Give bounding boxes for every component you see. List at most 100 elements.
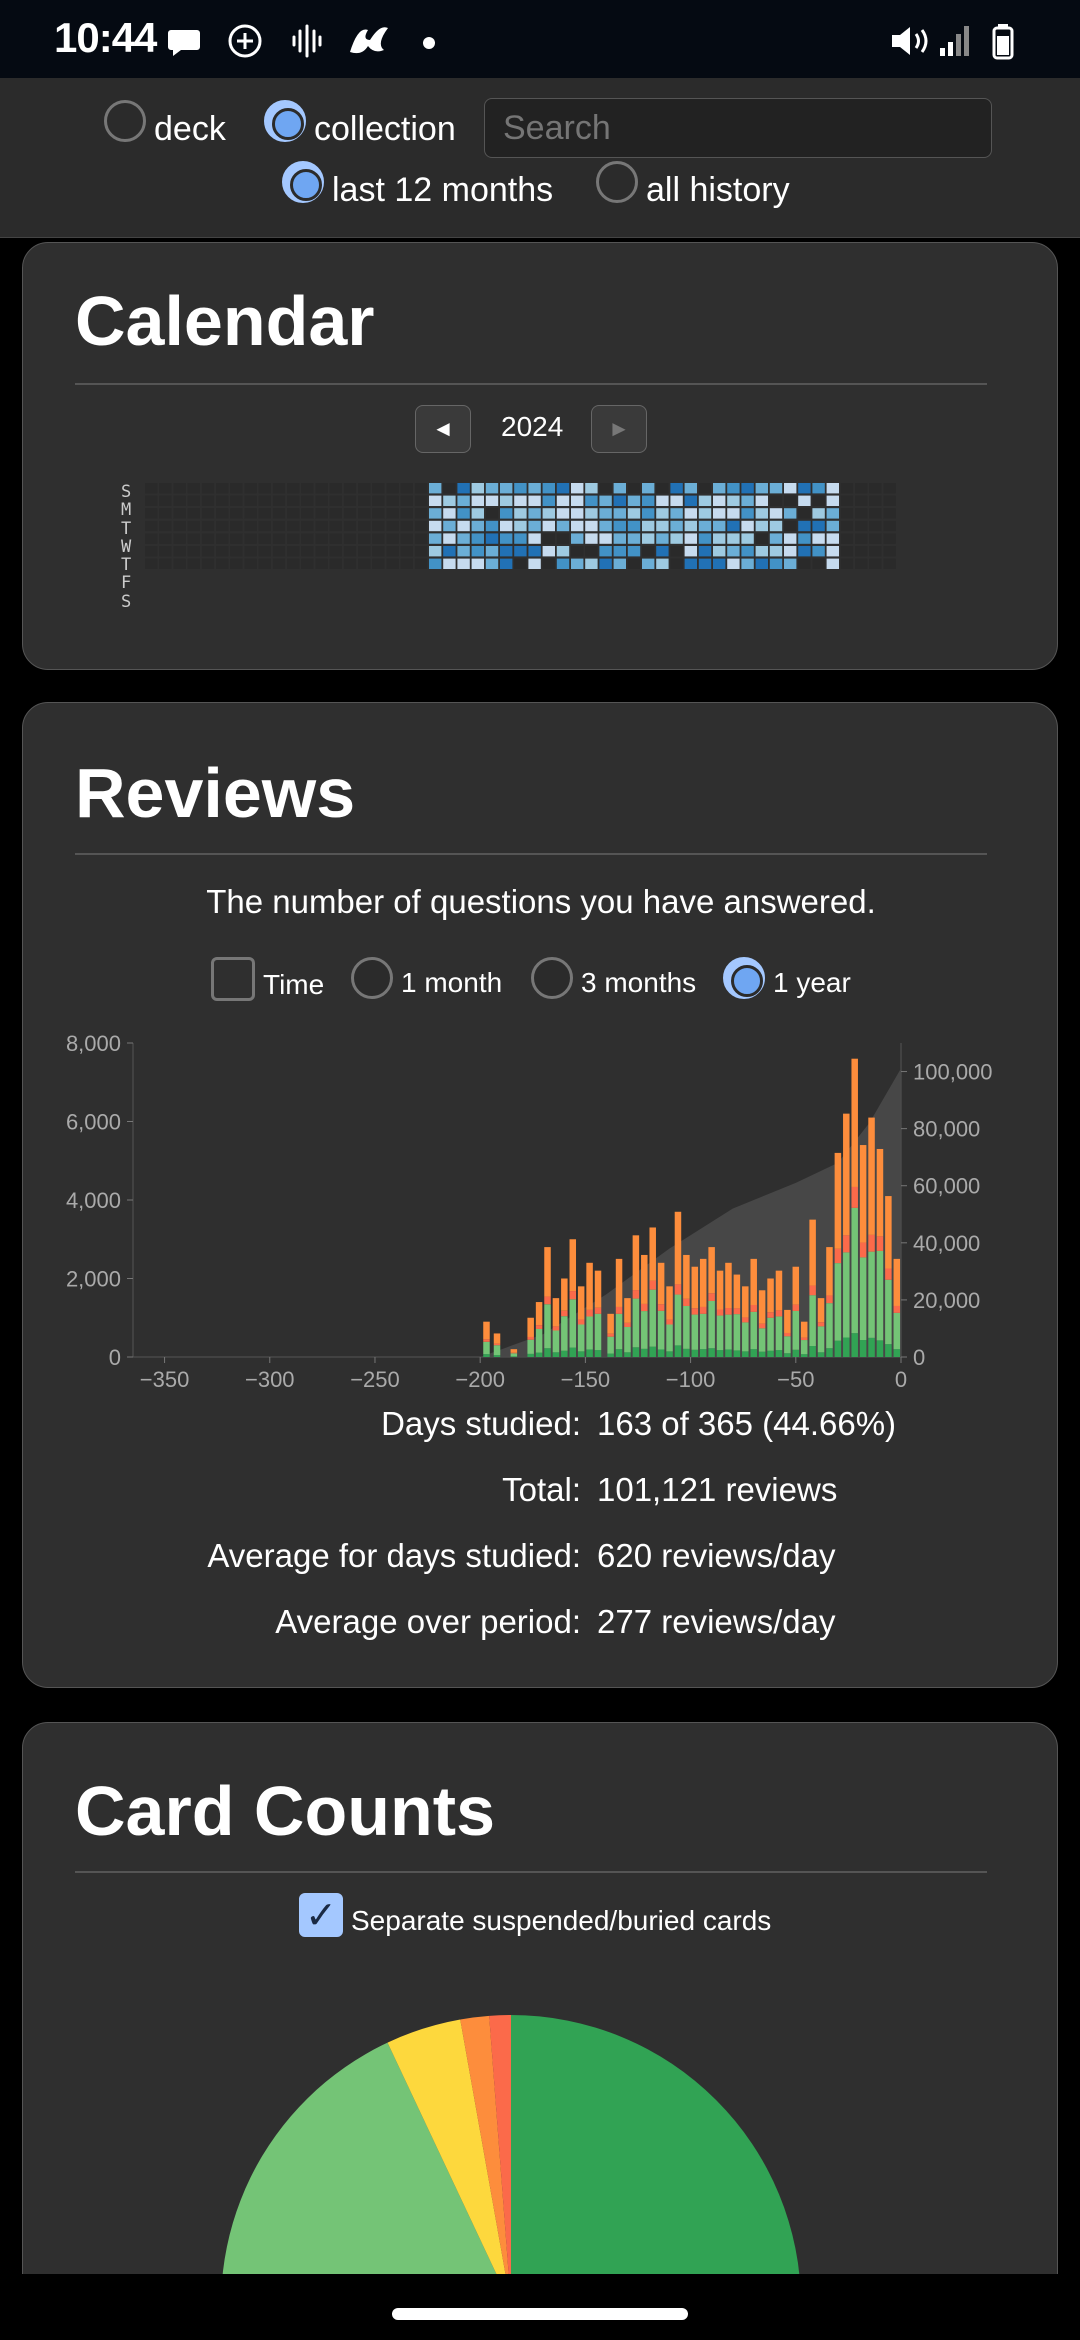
home-gesture-pill[interactable] bbox=[392, 2308, 688, 2320]
calendar-day-cell bbox=[457, 483, 470, 494]
period-1-year-radio[interactable]: 1 year bbox=[723, 957, 851, 999]
calendar-day-cell bbox=[883, 508, 896, 519]
calendar-day-cell bbox=[258, 520, 271, 532]
calendar-day-cell bbox=[187, 533, 200, 544]
calendar-day-cell bbox=[528, 483, 541, 494]
calendar-heatmap bbox=[145, 483, 896, 569]
calendar-day-cell bbox=[798, 508, 811, 519]
calendar-day-cell bbox=[272, 520, 286, 532]
calendar-day-cell bbox=[698, 520, 712, 532]
period-1-month-radio[interactable]: 1 month bbox=[351, 957, 502, 999]
checkbox-box[interactable]: ✓ bbox=[299, 1893, 343, 1937]
calendar-day-cell bbox=[656, 546, 669, 557]
calendar-day-cell bbox=[840, 546, 854, 557]
calendar-day-cell bbox=[244, 508, 257, 519]
bar-mature bbox=[632, 1347, 640, 1357]
bar-mature bbox=[594, 1350, 602, 1357]
calendar-day-cell bbox=[883, 558, 896, 569]
bar-mature bbox=[615, 1349, 623, 1357]
bar-mature bbox=[708, 1348, 715, 1357]
time-checkbox[interactable]: Time bbox=[211, 957, 324, 1001]
day-label: T bbox=[121, 555, 132, 576]
calendar-day-cell bbox=[826, 483, 839, 494]
calendar-day-cell bbox=[784, 483, 797, 494]
bar-young bbox=[809, 1295, 816, 1347]
calendar-day-cell bbox=[585, 495, 598, 506]
bar-relearn bbox=[493, 1343, 501, 1346]
calendar-day-cell bbox=[216, 483, 229, 494]
bar-young bbox=[594, 1313, 602, 1351]
range-all-history-radio[interactable]: all history bbox=[596, 160, 790, 210]
bar-learn bbox=[535, 1302, 543, 1326]
radio-indicator[interactable] bbox=[104, 99, 146, 142]
calendar-day-cell bbox=[684, 495, 697, 506]
bar-learn bbox=[876, 1148, 884, 1237]
calendar-day-cell bbox=[784, 558, 797, 569]
calendar-day-cell bbox=[869, 483, 882, 494]
calendar-day-cell bbox=[358, 533, 371, 544]
bar-learn bbox=[527, 1317, 534, 1337]
radio-indicator[interactable] bbox=[282, 160, 324, 203]
checkbox-box[interactable] bbox=[211, 957, 255, 1001]
scope-collection-radio[interactable]: collection bbox=[264, 99, 456, 149]
calendar-day-cell bbox=[727, 520, 740, 532]
calendar-day-cell bbox=[244, 558, 257, 569]
calendar-day-cell bbox=[400, 533, 413, 544]
bar-mature bbox=[817, 1352, 825, 1357]
calendar-day-cell bbox=[471, 546, 484, 557]
stat-value: 163 of 365 (44.66%) bbox=[597, 1405, 897, 1442]
bar-relearn bbox=[775, 1310, 783, 1317]
stat-label: Average over period: bbox=[275, 1603, 581, 1640]
calendar-day-cell bbox=[329, 495, 342, 506]
calendar-day-cell bbox=[485, 558, 499, 569]
calendar-day-cell bbox=[713, 558, 726, 569]
bar-mature bbox=[851, 1333, 858, 1357]
calendar-day-cell bbox=[741, 558, 754, 569]
bar-young bbox=[641, 1311, 648, 1349]
bar-learn bbox=[510, 1349, 518, 1353]
radio-indicator[interactable] bbox=[596, 160, 638, 203]
calendar-day-cell bbox=[613, 558, 626, 569]
calendar-day-cell bbox=[500, 520, 513, 532]
bar-relearn bbox=[666, 1319, 673, 1325]
next-year-button[interactable]: ► bbox=[591, 405, 647, 453]
bar-young bbox=[493, 1345, 501, 1356]
bar-mature bbox=[527, 1353, 534, 1357]
calendar-day-cell bbox=[840, 495, 854, 506]
bar-mature bbox=[868, 1337, 875, 1357]
period-3-months-radio[interactable]: 3 months bbox=[531, 957, 696, 999]
separate-suspended-checkbox[interactable]: ✓ Separate suspended/buried cards bbox=[299, 1893, 771, 1937]
calendar-day-cell bbox=[784, 546, 797, 557]
bar-relearn bbox=[800, 1337, 808, 1341]
sound-wave-icon bbox=[288, 22, 326, 60]
bar-learn bbox=[750, 1258, 757, 1305]
bar-young bbox=[851, 1207, 858, 1334]
bar-young bbox=[561, 1316, 568, 1351]
prev-year-button[interactable]: ◄ bbox=[415, 405, 471, 453]
calendar-day-cell bbox=[599, 483, 612, 494]
calendar-day-cell bbox=[755, 508, 768, 519]
calendar-day-cell bbox=[769, 483, 783, 494]
calendar-day-cell bbox=[642, 533, 655, 544]
radio-indicator[interactable] bbox=[723, 957, 765, 999]
scope-deck-radio[interactable]: deck bbox=[104, 99, 226, 149]
calendar-day-cell bbox=[869, 495, 882, 506]
radio-indicator[interactable] bbox=[531, 957, 573, 999]
calendar-day-cell bbox=[400, 483, 413, 494]
bar-young bbox=[742, 1322, 749, 1352]
search-input[interactable] bbox=[484, 98, 992, 158]
calendar-day-cell bbox=[855, 546, 868, 557]
radio-indicator[interactable] bbox=[264, 99, 306, 142]
calendar-day-cell bbox=[145, 495, 158, 506]
radio-indicator[interactable] bbox=[351, 957, 393, 999]
stat-value: 101,121 reviews bbox=[597, 1471, 838, 1508]
range-last-12-months-radio[interactable]: last 12 months bbox=[282, 160, 553, 210]
calendar-day-cell bbox=[826, 546, 839, 557]
calendar-day-cell bbox=[272, 508, 286, 519]
bar-relearn bbox=[885, 1268, 892, 1280]
calendar-day-cell bbox=[329, 546, 342, 557]
calendar-day-cell bbox=[528, 546, 541, 557]
stat-label: Days studied: bbox=[381, 1405, 581, 1442]
radio-label: 1 year bbox=[773, 967, 851, 998]
bar-young bbox=[758, 1328, 766, 1352]
